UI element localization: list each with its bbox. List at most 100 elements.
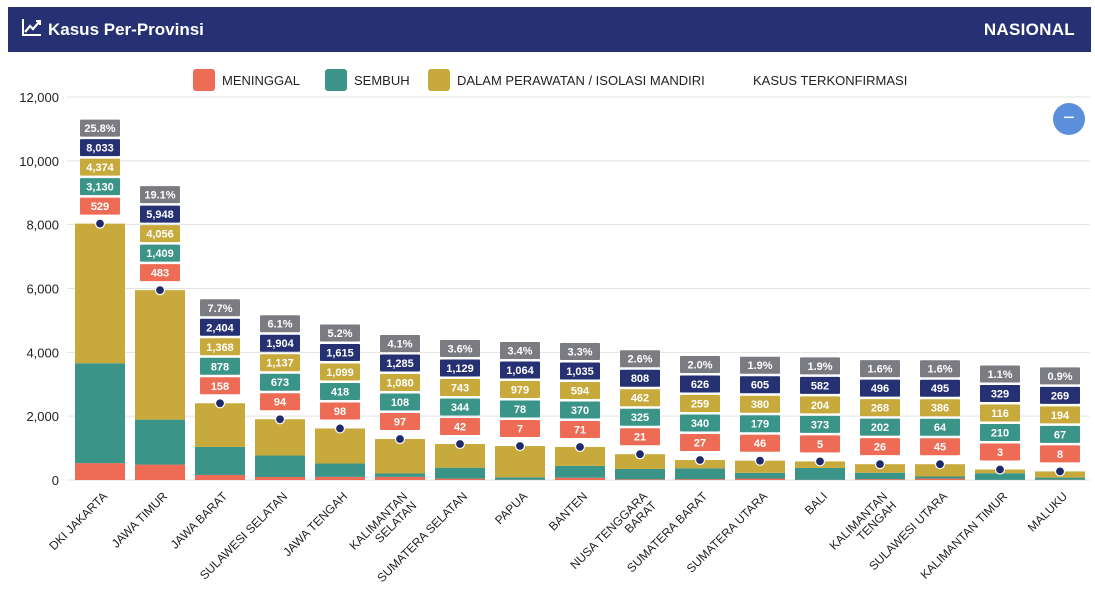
label-sembuh: 418 [331, 386, 349, 398]
label-meninggal: 7 [517, 424, 523, 436]
label-percent: 5.2% [327, 328, 352, 340]
label-percent: 3.3% [567, 346, 592, 358]
bar-segment-sembuh [795, 467, 845, 480]
x-tick-label: SULAWESI SELATAN [197, 489, 290, 582]
label-terkonfirmasi: 495 [931, 383, 949, 395]
label-meninggal: 94 [274, 397, 287, 409]
label-perawatan: 594 [571, 385, 590, 397]
label-sembuh-box [860, 418, 900, 436]
legend-item-terkonfirmasi[interactable]: KASUS TERKONFIRMASI [753, 66, 907, 94]
label-meninggal-box [740, 434, 780, 452]
label-terkonfirmasi: 269 [1051, 390, 1069, 402]
bar-segment-meninggal [375, 476, 425, 480]
chart-header: Kasus Per-Provinsi NASIONAL [8, 7, 1091, 52]
chart-legend: MENINGGAL SEMBUH DALAM PERAWATAN / ISOLA… [0, 66, 1095, 94]
bar-segment-sembuh [1035, 477, 1085, 480]
bar-segment-sembuh [435, 467, 485, 479]
total-marker [334, 423, 346, 434]
bar-segment-perawatan [1035, 471, 1085, 478]
bar-segment-meninggal [675, 479, 725, 480]
label-percent-box [800, 357, 840, 375]
legend-label-meninggal: MENINGGAL [222, 72, 301, 88]
collapse-button[interactable]: − [1053, 103, 1085, 135]
label-meninggal-box [920, 438, 960, 456]
line-chart-icon [22, 18, 42, 41]
bar-segment-perawatan [315, 428, 365, 464]
label-terkonfirmasi-box [320, 343, 360, 361]
total-marker [1054, 466, 1066, 477]
label-sembuh: 202 [871, 422, 889, 434]
x-tick-label: BALI [802, 489, 830, 517]
label-percent: 2.0% [687, 360, 712, 372]
label-sembuh-box [80, 178, 120, 196]
y-tick-label: 4,000 [26, 345, 59, 360]
legend-item-meninggal[interactable]: MENINGGAL [193, 66, 300, 94]
label-sembuh: 673 [271, 377, 289, 389]
label-meninggal: 5 [817, 439, 823, 451]
legend-item-sembuh[interactable]: SEMBUH [325, 66, 410, 94]
label-terkonfirmasi: 2,404 [206, 322, 234, 334]
label-sembuh-box [140, 244, 180, 262]
bar-segment-sembuh [135, 419, 185, 465]
bar-segment-perawatan [195, 403, 245, 447]
label-perawatan: 1,099 [326, 367, 354, 379]
label-percent-box [500, 342, 540, 360]
legend-item-perawatan[interactable]: DALAM PERAWATAN / ISOLASI MANDIRI [428, 66, 705, 94]
label-terkonfirmasi: 1,064 [506, 365, 534, 377]
label-perawatan-box [440, 378, 480, 396]
bar-segment-sembuh [495, 477, 545, 480]
bar-segment-meninggal [195, 474, 245, 480]
x-tick-label: KALIMANTANSELATAN [347, 489, 420, 562]
label-meninggal: 42 [454, 421, 466, 433]
label-percent-box [740, 356, 780, 374]
total-marker [214, 398, 226, 409]
total-marker [394, 433, 406, 445]
label-perawatan-box [1040, 406, 1080, 424]
label-meninggal: 158 [211, 381, 229, 393]
label-meninggal-box [200, 377, 240, 395]
legend-label-perawatan: DALAM PERAWATAN / ISOLASI MANDIRI [457, 72, 705, 88]
total-marker [514, 440, 526, 452]
value-labels: 529 3,130 4,374 8,033 25.8% 483 1,409 4,056 5,94… [80, 119, 1080, 477]
label-perawatan-box [320, 363, 360, 381]
label-percent-box [920, 360, 960, 378]
label-percent: 1.6% [867, 364, 892, 376]
y-tick-label: 0 [52, 473, 59, 488]
label-terkonfirmasi-box [920, 379, 960, 397]
label-terkonfirmasi: 329 [991, 388, 1009, 400]
label-sembuh-box [620, 408, 660, 426]
label-meninggal: 71 [574, 424, 586, 436]
total-marker [274, 414, 286, 425]
label-sembuh-box [500, 400, 540, 418]
label-terkonfirmasi: 808 [631, 373, 649, 385]
bar-segment-sembuh [75, 363, 125, 464]
label-sembuh-box [680, 414, 720, 432]
label-meninggal: 483 [151, 268, 169, 280]
total-marker [634, 449, 646, 460]
label-meninggal-box [620, 428, 660, 446]
bar-segment-perawatan [435, 443, 485, 468]
label-percent-box [380, 334, 420, 352]
y-tick-label: 6,000 [26, 282, 59, 297]
bar-segment-meninggal [735, 478, 785, 480]
label-percent-box [680, 356, 720, 374]
total-marker [814, 456, 826, 467]
x-tick-label: KALIMANTANTENGAH [827, 489, 900, 562]
label-meninggal: 529 [91, 201, 109, 213]
label-percent-box [260, 315, 300, 333]
label-terkonfirmasi: 626 [691, 379, 709, 391]
bar-segment-sembuh [915, 476, 965, 479]
scope-label[interactable]: NASIONAL [983, 20, 1075, 39]
label-perawatan: 380 [751, 399, 769, 411]
label-perawatan-box [380, 373, 420, 391]
label-sembuh-box [1040, 425, 1080, 443]
label-terkonfirmasi-box [1040, 386, 1080, 404]
label-meninggal-box [560, 420, 600, 438]
label-sembuh-box [380, 393, 420, 411]
label-sembuh-box [800, 415, 840, 433]
label-perawatan-box [800, 396, 840, 414]
bar-segment-perawatan [915, 464, 965, 477]
legend-swatch-perawatan [428, 69, 450, 91]
label-sembuh: 108 [391, 397, 409, 409]
label-terkonfirmasi: 1,615 [326, 347, 354, 359]
